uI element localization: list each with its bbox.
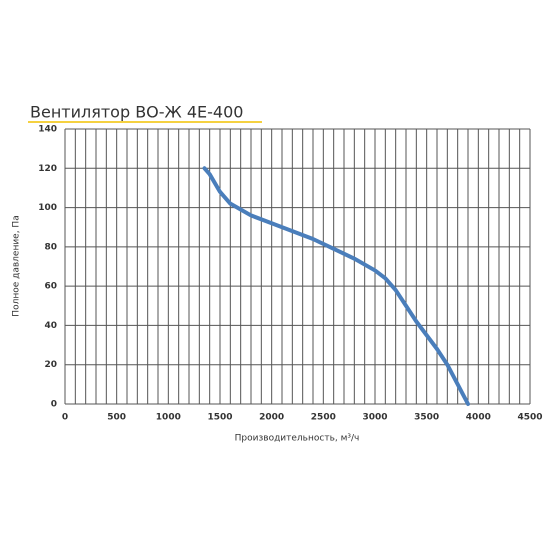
data-line (202, 166, 470, 406)
chart-title: Вентилятор ВО-Ж 4Е-400 (30, 103, 243, 122)
y-axis-label: Полное давление, Па (12, 215, 22, 316)
y-tick-label: 100 (38, 203, 57, 213)
x-tick-label: 1500 (207, 413, 232, 423)
x-tick-label: 1000 (156, 413, 181, 423)
y-tick-label: 20 (44, 360, 57, 370)
x-tick-label: 0 (62, 413, 68, 423)
x-tick-label: 3500 (414, 413, 439, 423)
x-tick-label: 2500 (311, 413, 336, 423)
x-axis-label: Производительность, м³/ч (235, 434, 360, 444)
x-tick-label: 4000 (466, 413, 491, 423)
y-tick-label: 140 (38, 125, 57, 135)
x-tick-label: 3000 (362, 413, 387, 423)
y-tick-label: 40 (44, 321, 57, 331)
x-tick-label: 500 (107, 413, 126, 423)
y-tick-label: 80 (44, 242, 57, 252)
x-tick-label: 2000 (259, 413, 284, 423)
y-tick-label: 60 (44, 282, 57, 292)
y-tick-label: 120 (38, 164, 57, 174)
y-tick-label: 0 (51, 400, 57, 410)
x-tick-label: 4500 (517, 413, 542, 423)
